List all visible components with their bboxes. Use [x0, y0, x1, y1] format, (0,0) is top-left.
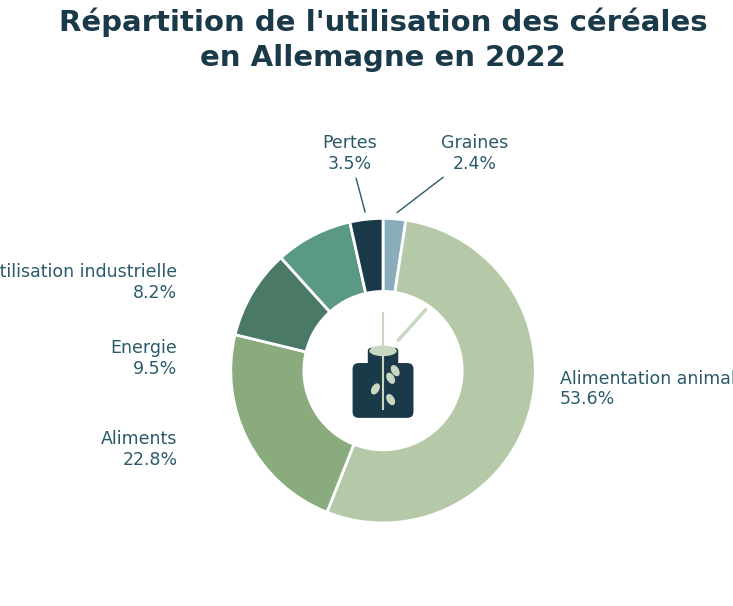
Text: Graines
2.4%: Graines 2.4% [397, 134, 508, 213]
Text: Pertes
3.5%: Pertes 3.5% [322, 134, 377, 212]
Ellipse shape [369, 345, 397, 356]
Circle shape [304, 291, 463, 450]
Ellipse shape [386, 373, 395, 384]
Wedge shape [231, 335, 354, 512]
FancyBboxPatch shape [368, 348, 398, 372]
Wedge shape [235, 258, 330, 352]
Wedge shape [350, 218, 383, 293]
Ellipse shape [391, 365, 399, 376]
Text: Aliments
22.8%: Aliments 22.8% [101, 430, 177, 469]
Ellipse shape [371, 384, 380, 395]
Wedge shape [383, 218, 406, 292]
Ellipse shape [386, 394, 395, 405]
Wedge shape [327, 220, 535, 523]
Text: Energie
9.5%: Energie 9.5% [111, 339, 177, 378]
Title: Répartition de l'utilisation des céréales
en Allemagne en 2022: Répartition de l'utilisation des céréale… [59, 8, 707, 72]
Wedge shape [281, 222, 366, 312]
Text: Utilisation industrielle
8.2%: Utilisation industrielle 8.2% [0, 263, 177, 302]
Text: Alimentation animale
53.6%: Alimentation animale 53.6% [560, 370, 733, 408]
FancyBboxPatch shape [353, 363, 413, 418]
